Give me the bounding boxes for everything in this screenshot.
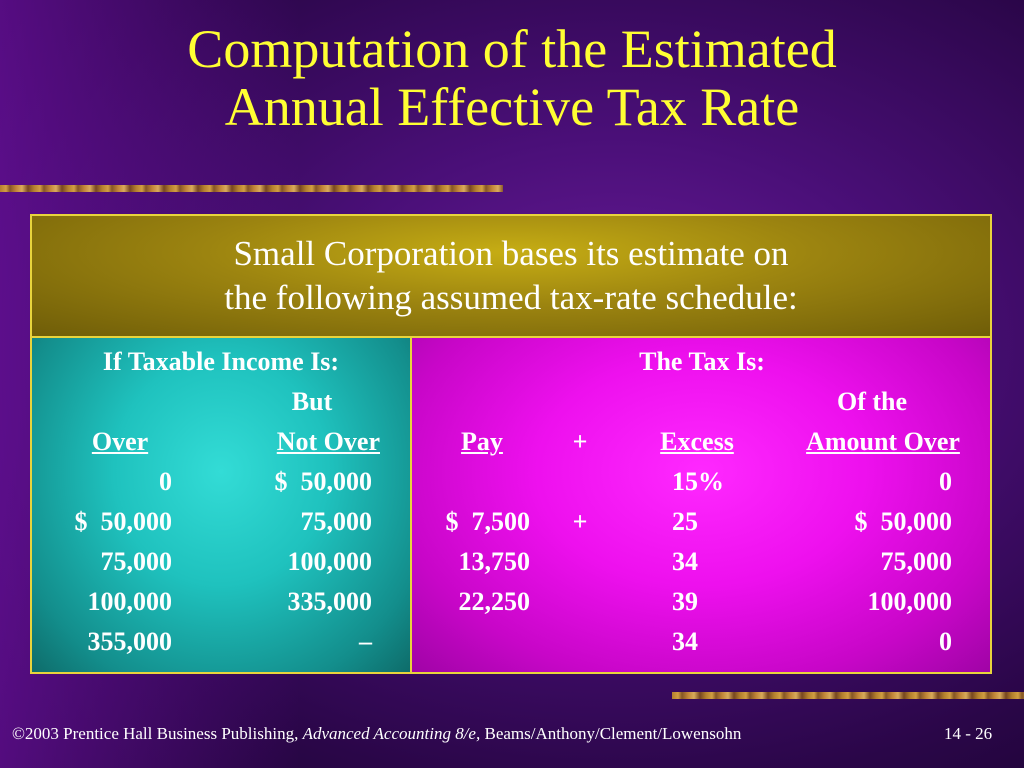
row-5-excess: 34	[672, 627, 698, 656]
header-over: Over	[91, 427, 149, 456]
footer-authors: Beams/Anthony/Clement/Lowensohn	[480, 724, 742, 743]
row-3-over: 75,000	[100, 547, 173, 576]
row-2-excess: 25	[672, 507, 698, 536]
row-5-over: 355,000	[87, 627, 173, 656]
row-2-plus: +	[572, 507, 588, 536]
row-1-over: 0	[159, 467, 172, 496]
row-4-excess: 39	[672, 587, 698, 616]
schedule-intro: Small Corporation bases its estimate on …	[32, 216, 990, 338]
header-amount-over: Amount Over	[806, 427, 960, 456]
footer-copyright: ©2003 Prentice Hall Business Publishing,	[12, 724, 303, 743]
row-3-pay: 13,750	[458, 547, 531, 576]
header-but: But	[291, 387, 333, 416]
row-4-not-over: 335,000	[287, 587, 373, 616]
row-2-not-over: 75,000	[300, 507, 373, 536]
row-4-pay: 22,250	[458, 587, 531, 616]
decorative-stripe-bottom	[672, 692, 1024, 699]
row-4-amount-over: 100,000	[867, 587, 953, 616]
slide-title: Computation of the Estimated Annual Effe…	[0, 20, 1024, 136]
header-plus: +	[572, 427, 588, 456]
tax-rate-schedule: Small Corporation bases its estimate on …	[30, 214, 992, 674]
header-excess: Excess	[660, 427, 734, 456]
row-3-amount-over: 75,000	[880, 547, 953, 576]
tax-panel: The Tax Is: Of the Pay + Excess Amount O…	[412, 338, 990, 672]
title-line-2: Annual Effective Tax Rate	[224, 77, 800, 137]
header-pay: Pay	[461, 427, 503, 456]
footer-credit: ©2003 Prentice Hall Business Publishing,…	[12, 724, 741, 744]
row-1-amount-over: 0	[939, 467, 952, 496]
header-of-the: Of the	[836, 387, 908, 416]
row-1-not-over: $ 50,000	[274, 467, 373, 496]
header-the-tax-is: The Tax Is:	[639, 347, 765, 376]
row-5-not-over: –	[359, 627, 372, 656]
row-4-over: 100,000	[87, 587, 173, 616]
row-2-over: $ 50,000	[74, 507, 173, 536]
row-3-excess: 34	[672, 547, 698, 576]
row-2-amount-over: $ 50,000	[854, 507, 953, 536]
header-not-over: Not Over	[276, 427, 380, 456]
row-3-not-over: 100,000	[287, 547, 373, 576]
row-5-amount-over: 0	[939, 627, 952, 656]
decorative-stripe-top	[0, 185, 503, 192]
intro-line-2: the following assumed tax-rate schedule:	[224, 278, 798, 317]
footer-page-number: 14 - 26	[944, 724, 993, 743]
intro-line-1: Small Corporation bases its estimate on	[233, 234, 789, 273]
title-line-1: Computation of the Estimated	[187, 19, 837, 79]
row-2-pay: $ 7,500	[445, 507, 531, 536]
footer-book-title: Advanced Accounting 8/e,	[302, 724, 481, 743]
header-if-taxable-income: If Taxable Income Is:	[102, 347, 340, 376]
row-1-excess: 15%	[672, 467, 724, 496]
taxable-income-panel: If Taxable Income Is: But Over Not Over …	[32, 338, 412, 672]
